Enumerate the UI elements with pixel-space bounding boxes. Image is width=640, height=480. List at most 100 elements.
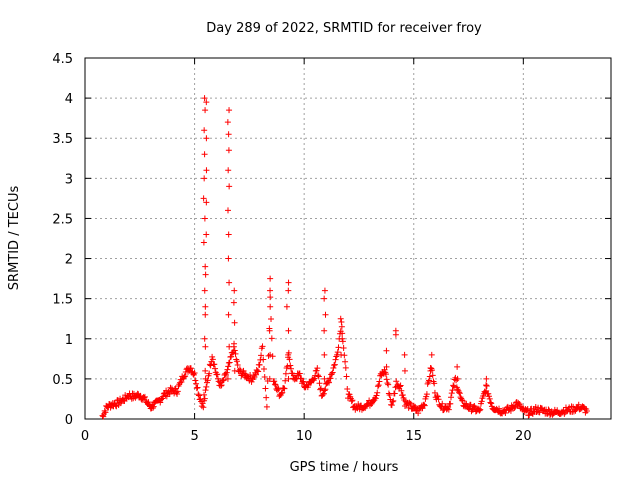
data-point bbox=[332, 356, 339, 363]
data-point bbox=[426, 373, 433, 380]
data-point bbox=[321, 387, 328, 394]
data-point bbox=[220, 377, 227, 384]
data-point bbox=[423, 393, 430, 400]
data-point bbox=[448, 390, 455, 397]
data-point bbox=[224, 375, 231, 382]
data-point bbox=[217, 382, 224, 389]
data-point bbox=[338, 351, 345, 358]
data-point bbox=[206, 370, 213, 377]
data-point bbox=[225, 363, 232, 370]
data-point bbox=[385, 381, 392, 388]
data-point bbox=[201, 287, 208, 294]
data-point bbox=[439, 400, 446, 407]
data-point bbox=[317, 386, 324, 393]
data-point bbox=[241, 370, 248, 377]
data-point bbox=[203, 231, 210, 238]
data-point bbox=[157, 399, 164, 406]
data-point bbox=[316, 380, 323, 387]
data-point bbox=[383, 363, 390, 370]
data-point bbox=[260, 356, 267, 363]
data-point bbox=[100, 413, 107, 420]
data-point bbox=[187, 365, 194, 372]
x-tick-labels: 0 5 10 15 20 bbox=[81, 429, 532, 444]
data-point bbox=[157, 396, 164, 403]
data-point bbox=[203, 383, 210, 390]
data-point bbox=[279, 389, 286, 396]
y-tick-label: 2.5 bbox=[52, 212, 73, 227]
data-point bbox=[285, 279, 292, 286]
data-point bbox=[376, 378, 383, 385]
data-point bbox=[398, 387, 405, 394]
data-point bbox=[253, 367, 260, 374]
data-point bbox=[411, 404, 418, 411]
data-point bbox=[256, 361, 263, 368]
data-point bbox=[190, 370, 197, 377]
data-point bbox=[202, 107, 209, 114]
data-point bbox=[405, 404, 412, 411]
data-point bbox=[218, 382, 225, 389]
data-point bbox=[201, 335, 208, 342]
data-point bbox=[285, 327, 292, 334]
data-point bbox=[198, 403, 205, 410]
data-point bbox=[282, 377, 289, 384]
data-point bbox=[226, 359, 233, 366]
data-point bbox=[192, 377, 199, 384]
data-point bbox=[145, 399, 152, 406]
data-point bbox=[202, 303, 209, 310]
data-point bbox=[444, 405, 451, 412]
data-point bbox=[283, 303, 290, 310]
data-point bbox=[372, 395, 379, 402]
data-point bbox=[483, 375, 490, 382]
data-point bbox=[191, 370, 198, 377]
data-point bbox=[202, 271, 209, 278]
data-point bbox=[321, 295, 328, 302]
data-point bbox=[195, 392, 202, 399]
data-point bbox=[449, 387, 456, 394]
data-point bbox=[440, 407, 447, 414]
data-point bbox=[201, 215, 208, 222]
data-point bbox=[454, 386, 461, 393]
data-point bbox=[426, 377, 433, 384]
data-point bbox=[321, 375, 328, 382]
x-tick-label: 5 bbox=[190, 429, 198, 444]
data-point bbox=[209, 353, 216, 360]
data-point bbox=[174, 390, 181, 397]
data-point bbox=[166, 391, 173, 398]
data-point bbox=[281, 385, 288, 392]
data-point bbox=[225, 147, 232, 154]
data-point bbox=[383, 347, 390, 354]
data-point bbox=[384, 380, 391, 387]
data-point bbox=[321, 287, 328, 294]
data-point bbox=[182, 373, 189, 380]
data-point bbox=[282, 370, 289, 377]
data-point bbox=[225, 131, 232, 138]
data-point bbox=[339, 338, 346, 345]
data-point bbox=[248, 378, 255, 385]
data-point bbox=[202, 367, 209, 374]
data-point bbox=[222, 370, 229, 377]
data-point bbox=[454, 375, 461, 382]
data-point bbox=[374, 389, 381, 396]
data-point bbox=[230, 299, 237, 306]
data-point bbox=[233, 358, 240, 365]
data-point bbox=[275, 386, 282, 393]
data-point bbox=[298, 375, 305, 382]
data-point bbox=[401, 367, 408, 374]
data-point bbox=[202, 343, 209, 350]
data-point bbox=[486, 395, 493, 402]
data-point bbox=[258, 352, 265, 359]
data-point bbox=[327, 375, 334, 382]
data-point bbox=[231, 319, 238, 326]
data-point bbox=[434, 393, 441, 400]
data-point bbox=[214, 371, 221, 378]
data-point bbox=[195, 391, 202, 398]
data-point bbox=[344, 386, 351, 393]
data-point bbox=[322, 386, 329, 393]
data-point bbox=[201, 391, 208, 398]
data-point bbox=[428, 351, 435, 358]
data-point bbox=[488, 400, 495, 407]
data-point bbox=[435, 396, 442, 403]
data-point bbox=[458, 396, 465, 403]
data-point bbox=[342, 364, 349, 371]
data-point bbox=[319, 392, 326, 399]
